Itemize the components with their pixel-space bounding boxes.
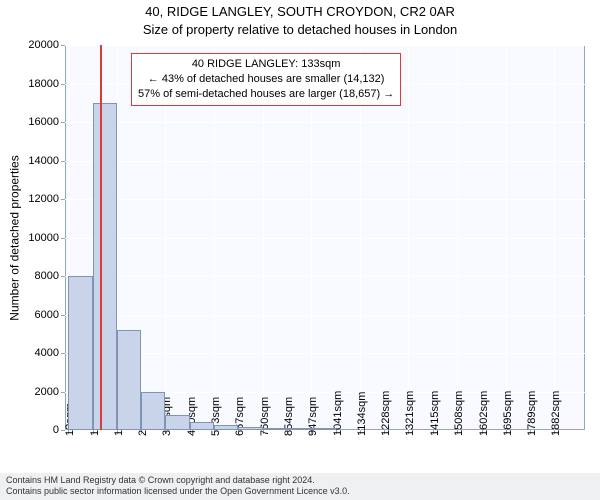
plot-area: 0200040006000800010000120001400016000180… [65, 45, 585, 430]
gridline-h [65, 238, 585, 239]
histogram-bar [93, 103, 117, 430]
xtick-label: 854sqm [283, 397, 295, 436]
xtick-label: 947sqm [307, 397, 319, 436]
histogram-bar [287, 428, 311, 430]
callout-line: 57% of semi-detached houses are larger (… [138, 87, 394, 102]
histogram-bar [117, 330, 141, 430]
histogram-bar [190, 422, 214, 430]
xtick-label: 573sqm [210, 397, 222, 436]
gridline-h [65, 45, 585, 46]
xtick-label: 1602sqm [478, 391, 490, 436]
gridline-h [65, 353, 585, 354]
gridline-h [65, 315, 585, 316]
gridline-v [554, 45, 555, 430]
footer-line-2: Contains public sector information licen… [6, 486, 594, 498]
chart-container: 40, RIDGE LANGLEY, SOUTH CROYDON, CR2 0A… [0, 0, 600, 500]
footer-line-1: Contains HM Land Registry data © Crown c… [6, 475, 594, 487]
histogram-bar [263, 428, 287, 430]
ytick-label: 8000 [35, 270, 65, 282]
gridline-v [457, 45, 458, 430]
gridline-v [408, 45, 409, 430]
xtick-label: 667sqm [234, 397, 246, 436]
xtick-label: 1789sqm [526, 391, 538, 436]
ytick-label: 6000 [35, 309, 65, 321]
histogram-bar [141, 392, 165, 431]
ytick-label: 18000 [28, 78, 65, 90]
footer: Contains HM Land Registry data © Crown c… [0, 473, 600, 500]
histogram-bar [68, 276, 92, 430]
gridline-h [65, 276, 585, 277]
ytick-label: 4000 [35, 347, 65, 359]
xtick-label: 760sqm [259, 397, 271, 436]
xtick-label: 1695sqm [502, 391, 514, 436]
chart-subtitle: Size of property relative to detached ho… [0, 22, 600, 37]
y-axis-label: Number of detached properties [8, 45, 22, 430]
ytick-label: 12000 [28, 193, 65, 205]
callout-box: 40 RIDGE LANGLEY: 133sqm← 43% of detache… [131, 53, 401, 106]
gridline-h [65, 122, 585, 123]
histogram-bar [214, 425, 238, 430]
callout-line: ← 43% of detached houses are smaller (14… [138, 72, 394, 87]
xtick-label: 1321sqm [404, 391, 416, 436]
xtick-label: 1508sqm [453, 391, 465, 436]
gridline-v [506, 45, 507, 430]
xtick-label: 1134sqm [356, 392, 368, 436]
xtick-label: 1882sqm [550, 391, 562, 436]
xtick-label: 1228sqm [380, 391, 392, 436]
callout-line: 40 RIDGE LANGLEY: 133sqm [138, 57, 394, 72]
ytick-label: 20000 [28, 39, 65, 51]
ytick-label: 10000 [28, 232, 65, 244]
ytick-label: 16000 [28, 116, 65, 128]
histogram-bar [238, 427, 262, 430]
histogram-bar [165, 415, 189, 430]
histogram-bar [311, 428, 335, 430]
chart-title: 40, RIDGE LANGLEY, SOUTH CROYDON, CR2 0A… [0, 4, 600, 19]
gridline-h [65, 199, 585, 200]
gridline-h [65, 161, 585, 162]
xtick-label: 1415sqm [429, 391, 441, 436]
ytick-label: 14000 [28, 155, 65, 167]
ytick-label: 2000 [35, 386, 65, 398]
marker-line [100, 45, 102, 430]
